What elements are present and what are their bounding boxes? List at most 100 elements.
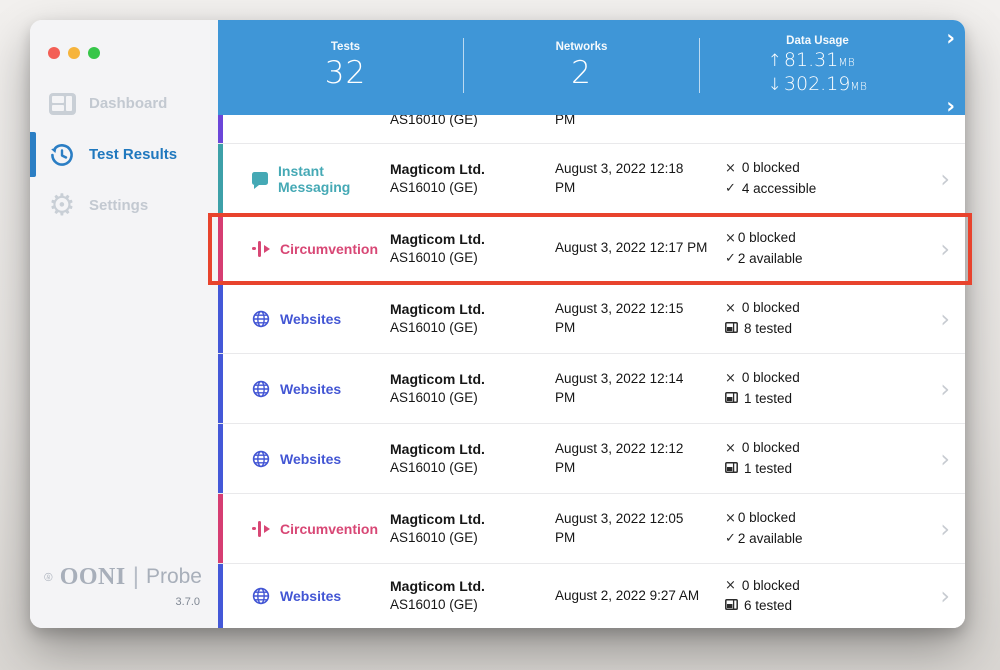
chevron-right-icon[interactable]: › <box>940 444 950 473</box>
tested-icon <box>725 389 738 409</box>
minimize-window-button[interactable] <box>68 47 80 59</box>
network-name: Magticom Ltd. <box>390 578 485 595</box>
stat-networks: Networks 2 <box>464 30 699 101</box>
network-name: Magticom Ltd. <box>390 300 485 317</box>
stat-value: 2 <box>571 54 592 91</box>
sidebar-item-label: Test Results <box>89 146 178 163</box>
result-row-websites[interactable]: Websites Magticom Ltd. AS16010 (GE) Augus… <box>218 423 965 493</box>
result-date: August 3, 2022 12:05 PM <box>555 510 684 545</box>
download-usage: ↓ 302.19MB <box>767 72 868 95</box>
up-arrow-icon: ↑ <box>767 50 782 71</box>
x-mark-icon: × <box>725 230 736 246</box>
chevron-right-icon[interactable]: › <box>940 304 950 333</box>
test-type-label: Instant Messaging <box>278 162 351 195</box>
result-stats: × 0 blocked 1 tested <box>725 438 920 479</box>
close-window-button[interactable] <box>48 47 60 59</box>
result-row-circumvention-selected[interactable]: Circumvention Magticom Ltd. AS16010 (GE) … <box>218 213 965 283</box>
result-stats: × 0 blocked ✓ 4 accessible <box>725 158 920 199</box>
network-asn: AS16010 (GE) <box>390 249 478 265</box>
dashboard-icon <box>47 89 77 119</box>
zoom-window-button[interactable] <box>88 47 100 59</box>
sidebar-item-label: Dashboard <box>89 95 168 112</box>
gear-icon: ⚙ <box>48 187 76 223</box>
x-mark-icon: × <box>725 510 736 526</box>
test-type-label: Websites <box>280 588 342 604</box>
sidebar-item-test-results[interactable]: Test Results <box>30 129 218 180</box>
x-mark-icon: × <box>725 370 736 386</box>
globe-icon <box>252 587 270 605</box>
chevron-right-icon[interactable]: › <box>940 164 950 193</box>
result-stats: × 0 blocked ✓ 2 available <box>725 228 920 269</box>
stats-header: Tests 32 Networks 2 Data Usage ↑ 81.31MB … <box>218 20 965 118</box>
active-indicator <box>30 132 36 177</box>
row-accent <box>218 144 223 213</box>
network-name: Magticom Ltd. <box>390 160 485 177</box>
window-controls <box>48 47 100 59</box>
logo-product-text: Probe <box>145 565 202 588</box>
result-stats: × 0 blocked ✓ 2 available <box>725 508 920 549</box>
result-date: PM <box>555 115 576 127</box>
result-row-circumvention[interactable]: Circumvention Magticom Ltd. AS16010 (GE) … <box>218 493 965 563</box>
chevron-right-icon[interactable]: › <box>940 374 950 403</box>
stat-tests: Tests 32 <box>228 30 463 101</box>
network-name: Magticom Ltd. <box>390 370 485 387</box>
test-type-label: Circumvention <box>280 520 379 537</box>
result-row-partial[interactable]: AS16010 (GE) PM <box>218 115 965 143</box>
x-mark-icon: × <box>725 578 736 594</box>
x-mark-icon: × <box>725 160 736 176</box>
network-asn: AS16010 (GE) <box>390 459 478 475</box>
check-mark-icon: ✓ <box>725 250 736 266</box>
network-name: Magticom Ltd. <box>390 440 485 457</box>
sidebar-footer: OONI | Probe 3.7.0 <box>30 561 218 628</box>
result-row-instant-messaging[interactable]: Instant Messaging Magticom Ltd. AS16010 (… <box>218 143 965 213</box>
network-asn: AS16010 (GE) <box>390 115 478 127</box>
main-panel: Tests 32 Networks 2 Data Usage ↑ 81.31MB … <box>218 20 965 628</box>
test-type-label: Websites <box>280 380 342 397</box>
result-date: August 3, 2022 12:17 PM <box>555 240 708 256</box>
result-stats: × 0 blocked 1 tested <box>725 368 920 409</box>
down-arrow-icon: ↓ <box>767 74 782 95</box>
sidebar-nav: Dashboard Test Results ⚙ Settings <box>30 78 218 231</box>
stat-label: Tests <box>330 40 361 53</box>
test-type-label: Circumvention <box>280 240 379 257</box>
circumvention-icon <box>252 520 270 537</box>
header-divider <box>699 38 700 93</box>
header-chevron-right-icon[interactable]: › <box>946 26 955 50</box>
x-mark-icon: × <box>725 440 736 456</box>
row-accent <box>218 115 223 143</box>
network-asn: AS16010 (GE) <box>390 529 478 545</box>
test-results-list: AS16010 (GE) PM Instant Messaging Magtic… <box>218 115 965 628</box>
network-asn: AS16010 (GE) <box>390 389 478 405</box>
result-date: August 3, 2022 12:12 PM <box>555 440 684 475</box>
network-asn: AS16010 (GE) <box>390 597 478 613</box>
row-accent <box>218 564 223 628</box>
header-divider <box>463 38 464 93</box>
logo-divider: | <box>132 563 139 590</box>
check-mark-icon: ✓ <box>725 530 736 546</box>
network-name: Magticom Ltd. <box>390 230 485 247</box>
result-date: August 3, 2022 12:14 PM <box>555 370 684 405</box>
sidebar: Dashboard Test Results ⚙ Settings <box>30 20 218 628</box>
row-accent <box>218 424 223 493</box>
upload-usage: ↑ 81.31MB <box>767 48 856 71</box>
chevron-right-icon[interactable]: › <box>940 582 950 610</box>
chevron-right-icon[interactable]: › <box>940 514 950 543</box>
tested-icon <box>725 319 738 339</box>
history-clock-icon <box>47 140 77 170</box>
chevron-right-icon[interactable]: › <box>940 234 950 263</box>
app-window: Dashboard Test Results ⚙ Settings <box>30 20 965 628</box>
logo-brand-text: OONI <box>59 563 126 590</box>
globe-icon <box>252 380 270 398</box>
scrolled-row-chevron-right-icon[interactable]: › <box>946 94 955 118</box>
network-asn: AS16010 (GE) <box>390 179 478 195</box>
result-row-websites[interactable]: Websites Magticom Ltd. AS16010 (GE) Augus… <box>218 563 965 628</box>
row-accent <box>218 284 223 353</box>
sidebar-item-settings[interactable]: ⚙ Settings <box>30 180 218 231</box>
result-stats: × 0 blocked 6 tested <box>725 576 920 617</box>
result-row-websites[interactable]: Websites Magticom Ltd. AS16010 (GE) Augus… <box>218 283 965 353</box>
test-type-label: Websites <box>280 310 342 327</box>
circumvention-icon <box>252 240 270 257</box>
sidebar-item-dashboard[interactable]: Dashboard <box>30 78 218 129</box>
stat-label: Networks <box>555 40 608 53</box>
result-row-websites[interactable]: Websites Magticom Ltd. AS16010 (GE) Augus… <box>218 353 965 423</box>
